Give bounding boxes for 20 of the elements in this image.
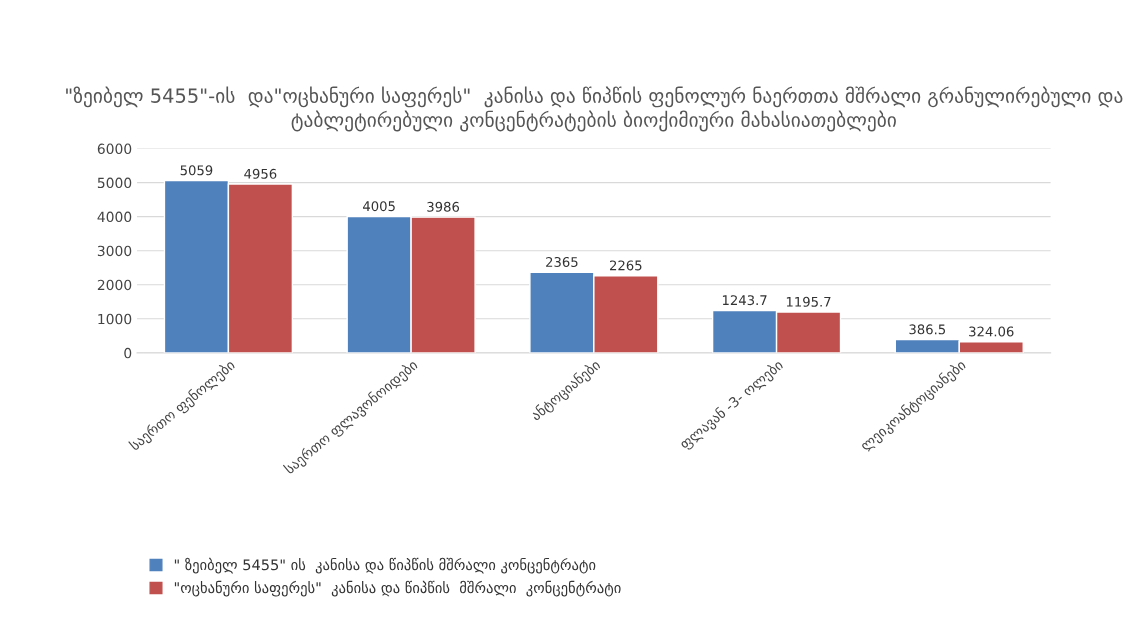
data-label: 324.06 xyxy=(969,326,1014,337)
chart-title: "ზეიბელ 5455"-ის და"ოცხანური საფერეს" კანისა და წიპწის ფენოლურ ნაერთთა მშრალი გრანულირებული და ტაბლეტირებული კონცენტრატების ბიოქიმიური მახასიათებლები xyxy=(66,86,1123,132)
y-tick-label: 2000 xyxy=(97,279,132,291)
data-label: 5059 xyxy=(180,165,213,176)
data-label: 386.5 xyxy=(909,324,946,335)
y-tick-label: 3000 xyxy=(97,245,132,257)
y-tick-label: 0 xyxy=(124,347,132,359)
y-tick-label: 5000 xyxy=(97,177,132,189)
y-tick-label: 4000 xyxy=(97,211,132,223)
data-label: 1195.7 xyxy=(786,296,831,307)
y-tick-label: 6000 xyxy=(97,143,132,155)
data-label: 4956 xyxy=(244,168,277,179)
data-label: 3986 xyxy=(427,201,460,212)
legend-label: "ოცხანური საფერეს" კანისა და წიპწის მშრალი კონცენტრატი xyxy=(174,580,621,597)
data-label: 2265 xyxy=(609,260,642,271)
data-label: 4005 xyxy=(363,201,395,212)
data-label: 1243.7 xyxy=(722,295,767,306)
y-tick-label: 1000 xyxy=(98,313,132,325)
data-label: 2365 xyxy=(546,257,578,267)
legend-label: " ზეიბელ 5455" ის კანისა და წიპწის მშრალი კონცენტრატი xyxy=(174,557,596,574)
